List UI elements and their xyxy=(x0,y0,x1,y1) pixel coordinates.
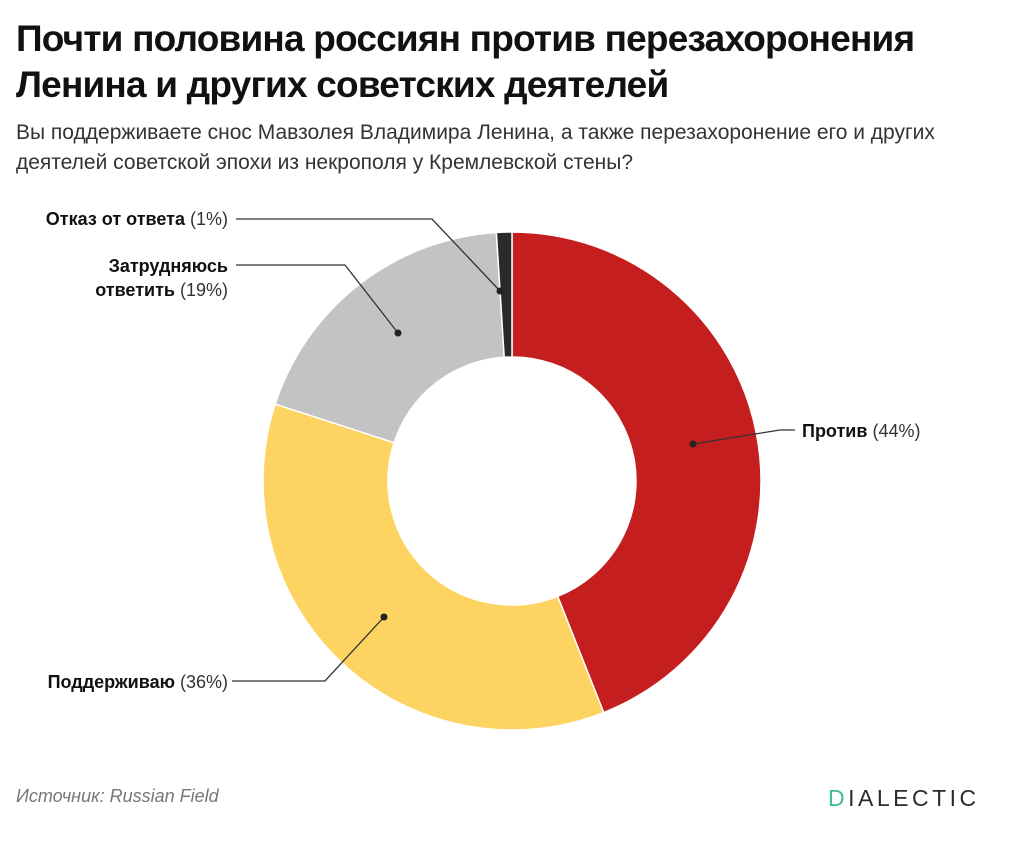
leader-refused xyxy=(236,218,501,292)
chart-subtitle: Вы поддерживаете снос Мавзолея Владимира… xyxy=(16,121,935,174)
label-support: Поддерживаю (36%) xyxy=(47,672,228,692)
label-undecided: Затрудняюсь ответить (19%) xyxy=(95,256,228,300)
leader-undecided xyxy=(236,264,399,334)
source-note: Источник: Russian Field xyxy=(16,786,219,806)
slice-refused xyxy=(495,231,513,359)
leader-support xyxy=(232,616,385,682)
label-refused: Отказ от ответа (1%) xyxy=(45,209,228,229)
label-against: Против (44%) xyxy=(802,421,921,441)
slice-undecided xyxy=(274,231,506,444)
chart-title: Почти половина россиян против перезахоро… xyxy=(16,18,915,105)
slice-support xyxy=(262,403,605,731)
leader-undecided-dot xyxy=(394,329,402,337)
leader-against xyxy=(692,429,795,445)
slice-against xyxy=(511,231,762,714)
leader-support-dot xyxy=(380,613,388,621)
leader-refused-dot xyxy=(496,287,504,295)
leader-against-dot xyxy=(689,440,697,448)
dialectic-logo: DIALECTIC xyxy=(828,785,980,811)
